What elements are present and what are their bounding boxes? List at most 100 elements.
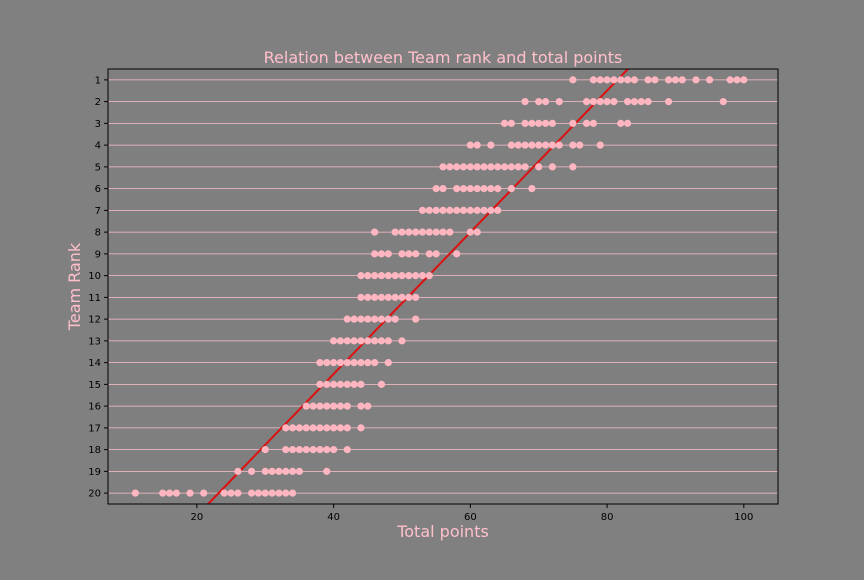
data-point <box>623 98 632 106</box>
y-tick-label: 10 <box>88 271 101 282</box>
data-point <box>596 98 604 106</box>
data-point <box>302 424 310 432</box>
data-point <box>603 98 611 106</box>
y-tick-label: 9 <box>95 249 101 260</box>
data-point <box>480 185 488 193</box>
data-point <box>288 489 297 497</box>
data-point <box>412 315 420 323</box>
data-point <box>446 163 454 171</box>
data-point <box>405 293 413 301</box>
data-point <box>261 446 269 454</box>
data-points <box>131 76 748 497</box>
data-point <box>323 467 331 475</box>
data-point <box>377 293 386 301</box>
data-point <box>692 76 700 84</box>
data-point <box>330 446 338 454</box>
data-point <box>131 489 139 497</box>
data-point <box>610 76 618 84</box>
data-point <box>398 228 406 236</box>
data-point <box>357 315 365 323</box>
x-axis-label: Total points <box>396 522 489 541</box>
data-point <box>644 76 652 84</box>
data-point <box>282 467 290 475</box>
data-point <box>541 141 550 149</box>
data-point <box>159 489 167 497</box>
data-point <box>719 98 727 106</box>
data-point <box>364 402 372 410</box>
data-point <box>398 293 406 301</box>
data-point <box>377 272 386 280</box>
data-point <box>480 163 488 171</box>
data-point <box>357 272 365 280</box>
x-tick-label: 60 <box>464 512 477 523</box>
data-point <box>630 76 639 84</box>
data-point <box>671 76 680 84</box>
data-point <box>459 206 468 214</box>
data-point <box>336 380 345 388</box>
data-point <box>576 141 584 149</box>
data-point <box>412 272 420 280</box>
y-tick-label: 8 <box>95 228 101 239</box>
data-point <box>275 467 283 475</box>
data-point <box>500 163 509 171</box>
data-point <box>569 76 577 84</box>
data-point <box>596 141 604 149</box>
x-axis-ticks: 20 40 60 80 100 <box>191 504 753 523</box>
data-point <box>350 315 358 323</box>
data-point <box>487 141 495 149</box>
data-point <box>405 272 413 280</box>
data-point <box>473 141 481 149</box>
data-point <box>316 446 324 454</box>
data-point <box>371 359 379 367</box>
data-point <box>316 424 324 432</box>
x-tick-label: 80 <box>601 512 614 523</box>
data-point <box>391 315 399 323</box>
data-point <box>453 206 461 214</box>
data-point <box>343 337 351 345</box>
data-point <box>295 467 304 475</box>
data-point <box>268 467 276 475</box>
data-point <box>507 119 515 127</box>
data-point <box>706 76 714 84</box>
data-point <box>350 359 358 367</box>
x-tick-label: 100 <box>734 512 753 523</box>
data-point <box>521 119 529 127</box>
data-point <box>665 98 673 106</box>
data-point <box>343 446 351 454</box>
data-point <box>377 250 386 258</box>
data-point <box>425 272 433 280</box>
data-point <box>330 359 338 367</box>
data-point <box>466 185 474 193</box>
data-point <box>357 402 365 410</box>
data-point <box>261 467 269 475</box>
y-tick-label: 17 <box>88 423 101 434</box>
data-point <box>398 250 406 258</box>
data-point <box>432 228 440 236</box>
data-point <box>371 272 379 280</box>
data-point <box>617 76 625 84</box>
data-point <box>384 359 392 367</box>
data-point <box>309 402 317 410</box>
data-point <box>487 163 495 171</box>
data-point <box>323 424 331 432</box>
data-point <box>282 446 290 454</box>
data-point <box>364 293 372 301</box>
data-point <box>507 163 515 171</box>
data-point <box>623 119 632 127</box>
y-tick-label: 5 <box>95 162 101 173</box>
data-point <box>377 380 386 388</box>
data-point <box>494 206 502 214</box>
data-point <box>247 467 256 475</box>
data-point <box>234 467 242 475</box>
y-tick-label: 15 <box>88 380 101 391</box>
data-point <box>336 402 345 410</box>
x-tick-label: 40 <box>327 512 340 523</box>
data-point <box>589 76 598 84</box>
y-tick-label: 18 <box>88 445 101 456</box>
data-point <box>261 489 269 497</box>
data-point <box>247 489 256 497</box>
data-point <box>740 76 748 84</box>
data-point <box>398 272 406 280</box>
